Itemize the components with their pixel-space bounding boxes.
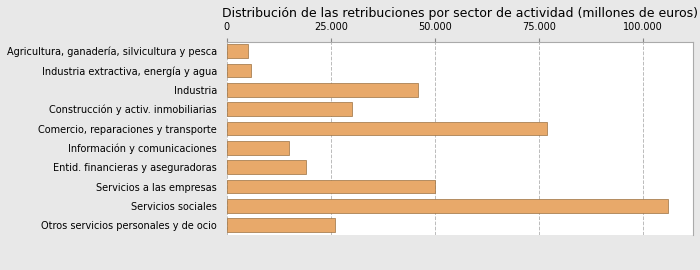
Bar xyxy=(227,64,251,77)
Bar xyxy=(227,199,668,213)
Bar xyxy=(227,160,306,174)
Bar xyxy=(227,218,335,232)
Bar xyxy=(227,45,248,58)
Bar xyxy=(227,180,435,193)
Bar xyxy=(227,122,547,135)
Bar xyxy=(227,141,289,155)
Bar xyxy=(227,102,351,116)
Bar xyxy=(227,83,419,97)
Title: Distribución de las retribuciones por sector de actividad (millones de euros): Distribución de las retribuciones por se… xyxy=(222,7,698,20)
